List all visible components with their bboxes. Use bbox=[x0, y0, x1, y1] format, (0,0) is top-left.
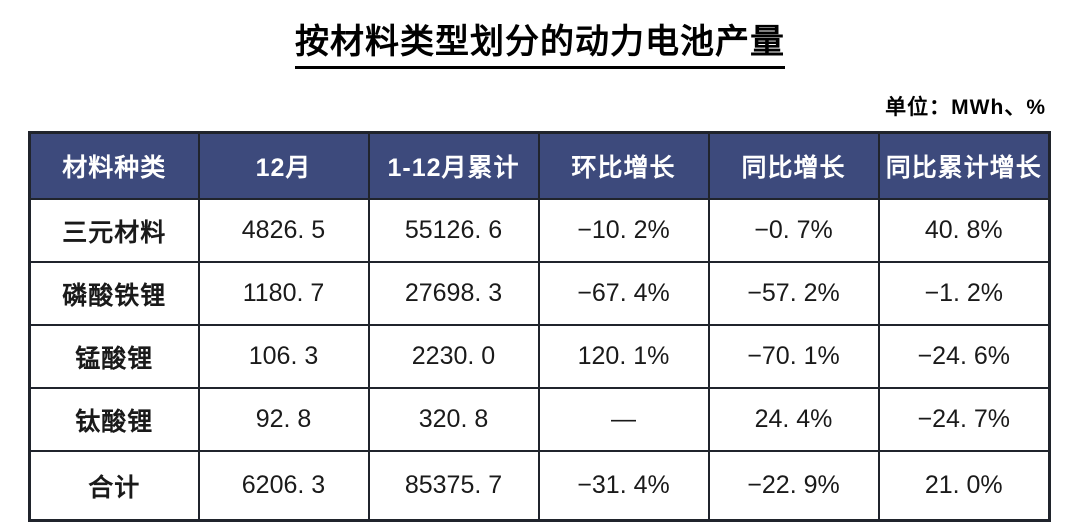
december-cell: 1180. 7 bbox=[197, 261, 370, 326]
material-cell: 三元材料 bbox=[28, 198, 200, 263]
battery-production-table: 材料种类 12月 1-12月累计 环比增长 同比增长 同比累计增长 三元材料 4… bbox=[28, 131, 1051, 522]
yoy-growth-cell: 24. 4% bbox=[707, 387, 880, 452]
yoy-growth-cell: −70. 1% bbox=[707, 324, 880, 389]
mom-growth-cell: −10. 2% bbox=[537, 198, 710, 263]
cumulative-cell: 85375. 7 bbox=[367, 450, 540, 522]
table-row-lfp: 磷酸铁锂 1180. 7 27698. 3 −67. 4% −57. 2% −1… bbox=[28, 261, 1051, 326]
material-cell: 合计 bbox=[28, 450, 200, 522]
col-header-yoy-growth: 同比增长 bbox=[707, 131, 880, 200]
table-row-total: 合计 6206. 3 85375. 7 −31. 4% −22. 9% 21. … bbox=[28, 450, 1051, 522]
header-row: 材料种类 12月 1-12月累计 环比增长 同比增长 同比累计增长 bbox=[28, 131, 1051, 200]
december-cell: 92. 8 bbox=[197, 387, 370, 452]
material-cell: 磷酸铁锂 bbox=[28, 261, 200, 326]
material-cell: 锰酸锂 bbox=[28, 324, 200, 389]
col-header-yoy-cumulative-growth: 同比累计增长 bbox=[877, 131, 1051, 200]
december-cell: 106. 3 bbox=[197, 324, 370, 389]
col-header-mom-growth: 环比增长 bbox=[537, 131, 710, 200]
mom-growth-cell: −31. 4% bbox=[537, 450, 710, 522]
yoy-cumulative-growth-cell: 21. 0% bbox=[877, 450, 1051, 522]
page: 按材料类型划分的动力电池产量 单位：MWh、% 材料种类 12月 1-12月累计… bbox=[0, 14, 1080, 532]
yoy-cumulative-growth-cell: −24. 7% bbox=[877, 387, 1051, 452]
col-header-material: 材料种类 bbox=[28, 131, 200, 200]
yoy-growth-cell: −0. 7% bbox=[707, 198, 880, 263]
mom-growth-cell: 120. 1% bbox=[537, 324, 710, 389]
unit-label: 单位：MWh、% bbox=[885, 96, 1046, 119]
page-title: 按材料类型划分的动力电池产量 bbox=[295, 14, 785, 69]
yoy-growth-cell: −57. 2% bbox=[707, 261, 880, 326]
yoy-cumulative-growth-cell: 40. 8% bbox=[877, 198, 1051, 263]
col-header-december: 12月 bbox=[197, 131, 370, 200]
col-header-cumulative: 1-12月累计 bbox=[367, 131, 540, 200]
yoy-growth-cell: −22. 9% bbox=[707, 450, 880, 522]
yoy-cumulative-growth-cell: −1. 2% bbox=[877, 261, 1051, 326]
material-cell: 钛酸锂 bbox=[28, 387, 200, 452]
table-header: 材料种类 12月 1-12月累计 环比增长 同比增长 同比累计增长 bbox=[28, 131, 1051, 200]
mom-growth-cell: −67. 4% bbox=[537, 261, 710, 326]
mom-growth-cell: — bbox=[537, 387, 710, 452]
yoy-cumulative-growth-cell: −24. 6% bbox=[877, 324, 1051, 389]
december-cell: 4826. 5 bbox=[197, 198, 370, 263]
table-body: 三元材料 4826. 5 55126. 6 −10. 2% −0. 7% 40.… bbox=[28, 198, 1051, 522]
cumulative-cell: 320. 8 bbox=[367, 387, 540, 452]
cumulative-cell: 2230. 0 bbox=[367, 324, 540, 389]
title-wrap: 按材料类型划分的动力电池产量 bbox=[0, 14, 1080, 69]
cumulative-cell: 55126. 6 bbox=[367, 198, 540, 263]
table-row-lto: 钛酸锂 92. 8 320. 8 — 24. 4% −24. 7% bbox=[28, 387, 1051, 452]
cumulative-cell: 27698. 3 bbox=[367, 261, 540, 326]
december-cell: 6206. 3 bbox=[197, 450, 370, 522]
table-row-lmo: 锰酸锂 106. 3 2230. 0 120. 1% −70. 1% −24. … bbox=[28, 324, 1051, 389]
table-row-ternary: 三元材料 4826. 5 55126. 6 −10. 2% −0. 7% 40.… bbox=[28, 198, 1051, 263]
